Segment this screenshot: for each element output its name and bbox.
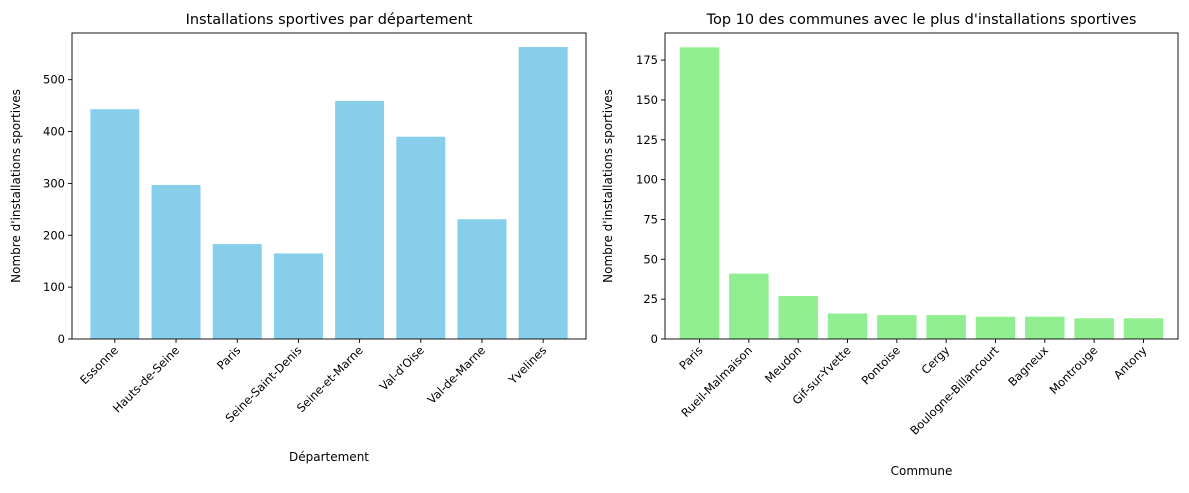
x-tick-label: Yvelines: [505, 343, 549, 387]
x-tick-label: Seine-et-Marne: [294, 343, 366, 415]
bar-6: [457, 219, 507, 339]
bar-1: [729, 273, 769, 339]
bar-2: [778, 295, 818, 339]
chart-title: Top 10 des communes avec le plus d'insta…: [706, 12, 1137, 28]
y-tick-label: 50: [643, 252, 658, 266]
plot-frame: [664, 32, 1179, 340]
bar-9: [1123, 318, 1164, 339]
x-tick-label: Paris: [214, 343, 243, 372]
y-tick-label: 0: [58, 332, 65, 346]
x-tick-label: Hauts-de-Seine: [110, 343, 182, 415]
x-tick-label: Boulogne-Billancourt: [907, 343, 1002, 438]
bar-5: [926, 315, 966, 339]
y-axis-label: Nombre d'installations sportives: [601, 89, 615, 283]
x-axis-label: Commune: [891, 464, 953, 478]
bar-8: [1074, 318, 1114, 339]
x-tick-label: Pontoise: [859, 343, 903, 387]
x-tick-label: Bagneux: [1005, 343, 1051, 389]
y-axis-label: Nombre d'installations sportives: [9, 89, 23, 283]
y-tick-label: 175: [636, 53, 658, 67]
bar-2: [212, 244, 262, 339]
y-tick-label: 100: [636, 173, 658, 187]
bar-1: [151, 184, 201, 339]
bar-7: [518, 47, 568, 340]
x-axis-label: Département: [289, 450, 369, 464]
y-tick-label: 100: [43, 280, 65, 294]
bar-5: [396, 136, 446, 339]
x-tick-label: Antony: [1111, 343, 1150, 382]
x-tick-label: Val-d'Oise: [377, 343, 427, 393]
y-tick-label: 200: [43, 228, 65, 242]
bar-4: [877, 315, 917, 339]
x-tick-label: Montrouge: [1047, 343, 1101, 397]
bar-4: [335, 100, 385, 339]
bar-6: [975, 316, 1016, 339]
chart-departements: Installations sportives par département …: [9, 12, 587, 464]
y-tick-label: 300: [43, 176, 65, 190]
x-tick-label: Val-de-Marne: [425, 343, 488, 406]
y-tick-label: 75: [643, 212, 658, 226]
bar-3: [273, 253, 323, 339]
plot-frame: [71, 32, 587, 340]
y-tick-label: 400: [43, 125, 65, 139]
bar-3: [827, 313, 868, 339]
y-tick-label: 0: [651, 332, 658, 346]
x-tick-label: Essonne: [77, 343, 121, 387]
x-tick-label: Meudon: [762, 343, 804, 385]
bar-0: [679, 47, 720, 339]
y-tick-label: 25: [643, 292, 658, 306]
bar-7: [1025, 316, 1065, 339]
x-tick-label: Cergy: [919, 343, 953, 377]
y-tick-label: 125: [636, 133, 658, 147]
y-tick-label: 150: [636, 93, 658, 107]
x-tick-label: Paris: [676, 343, 705, 372]
chart-title: Installations sportives par département: [186, 12, 473, 28]
bar-0: [90, 109, 140, 339]
y-tick-label: 500: [43, 73, 65, 87]
chart-communes: Top 10 des communes avec le plus d'insta…: [601, 12, 1179, 478]
